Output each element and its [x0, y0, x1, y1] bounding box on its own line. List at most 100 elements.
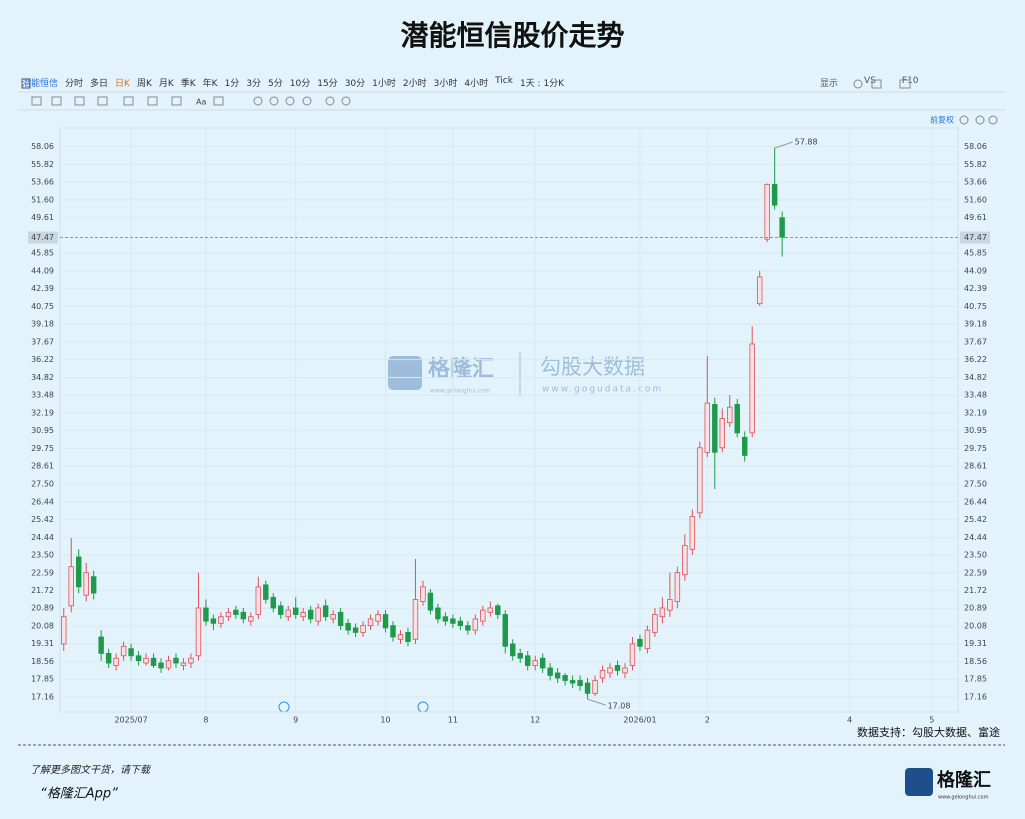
candle-body	[203, 607, 209, 622]
high-annotation: 57.88	[795, 137, 818, 146]
candle-body	[158, 662, 164, 669]
candle-body	[652, 614, 658, 633]
candle-body	[173, 657, 179, 664]
toolbar-item[interactable]: 潜能恒信	[22, 79, 59, 89]
candle-body	[90, 576, 97, 594]
candle-body	[607, 667, 613, 674]
icon	[325, 96, 335, 106]
y-tick-label: 45.85	[31, 249, 54, 258]
icon	[988, 115, 998, 125]
y2-tick-label: 49.61	[964, 213, 987, 222]
candle-body	[322, 605, 329, 618]
high-pointer	[774, 141, 793, 149]
y2-tick-label: 22.59	[964, 568, 987, 577]
candle-body	[412, 599, 419, 640]
toolbar-item[interactable]: 季K	[180, 79, 196, 89]
y-tick-label: 39.18	[31, 320, 54, 329]
candle-body	[195, 607, 202, 657]
x-tick-label: 2025/07	[114, 716, 147, 725]
toolbar-item[interactable]: 1小时	[372, 79, 396, 89]
y-tick-label: 30.95	[31, 426, 54, 435]
candle-body	[637, 638, 643, 647]
candle-body	[562, 675, 568, 681]
icon	[147, 96, 158, 106]
y2-tick-label: 36.22	[964, 355, 987, 364]
toolbar-item[interactable]: 10分	[289, 79, 311, 89]
y-tick-label: 37.67	[31, 337, 54, 346]
toolbar-item[interactable]: 日K	[115, 79, 130, 89]
page-title: 潜能恒信股价走势	[400, 19, 625, 52]
y-tick-label: 51.60	[31, 195, 54, 204]
y-tick-label: 34.82	[31, 373, 54, 382]
icon	[51, 96, 62, 106]
toolbar-item[interactable]: 分时	[65, 79, 84, 89]
candle-body	[330, 614, 336, 620]
y-tick-label: 21.72	[31, 586, 54, 595]
y2-tick-label: 17.16	[964, 693, 987, 702]
candle-body	[779, 217, 785, 238]
icon	[959, 115, 969, 125]
toolbar-item[interactable]: 3分	[246, 79, 262, 89]
y2-tick-label: 17.85	[964, 675, 987, 684]
toolbar-item[interactable]: 年K	[202, 79, 218, 89]
toolbar-item[interactable]: 1天 : 1分K	[519, 79, 565, 89]
y2-tick-label: 51.60	[964, 195, 987, 204]
toolbar-item[interactable]: 月K	[158, 79, 174, 89]
y2-tick-label: 18.56	[964, 657, 987, 666]
candle-body	[756, 276, 763, 305]
icon	[871, 79, 882, 89]
x-tick-label: 9	[293, 716, 298, 725]
candle-body	[233, 609, 239, 615]
candle-body	[667, 599, 673, 611]
y2-tick-label: 29.75	[964, 444, 987, 453]
candle-body	[682, 545, 688, 576]
source: 数据支持：勾股大数据、富途	[857, 725, 1000, 739]
y2-tick-label: 32.19	[964, 408, 987, 417]
watermark-url: www.gelonghui.com	[430, 388, 491, 395]
toolbar-item[interactable]: 15分	[317, 79, 338, 89]
candle-body	[749, 343, 755, 434]
toolbar-item[interactable]: VS	[864, 76, 876, 86]
candle-body	[397, 634, 404, 640]
toolbar-item[interactable]: 3小时	[433, 79, 458, 89]
y2-tick-label: 24.44	[964, 533, 987, 542]
candle-body	[764, 183, 770, 240]
candle-body	[697, 447, 703, 514]
toolbar-item[interactable]: 4小时	[464, 79, 489, 89]
candle-body	[689, 515, 696, 550]
y2-tick-label: 30.95	[964, 426, 987, 435]
candle-body	[704, 402, 711, 453]
y2-tick-label: 26.44	[964, 497, 987, 506]
toolbar-item[interactable]: 周K	[136, 79, 152, 89]
candle-body	[263, 584, 269, 600]
candle-body	[165, 660, 172, 669]
toolbar-item[interactable]: 30分	[344, 79, 366, 89]
toolbar-item[interactable]: 5分	[268, 79, 283, 89]
toolbar-item[interactable]: 多日	[90, 79, 109, 89]
x-tick-label: 4	[847, 716, 852, 725]
candle-body	[293, 607, 299, 615]
toolbar-item[interactable]: 1分	[224, 79, 240, 89]
toolbar-item[interactable]: Tick	[495, 76, 513, 86]
icon	[171, 96, 182, 106]
candle-body	[150, 657, 157, 666]
toolbar-item[interactable]: 2小时	[402, 79, 427, 89]
candle-body	[285, 609, 291, 618]
toolbar-item[interactable]: 显示	[820, 79, 839, 89]
y-tick-label: 18.56	[31, 657, 54, 666]
candle-body	[120, 645, 127, 657]
icon	[975, 115, 985, 125]
y2-tick-label: 45.85	[964, 249, 987, 258]
candle-body	[405, 631, 411, 643]
y2-tick-label: 44.09	[964, 266, 987, 275]
candle-body	[218, 616, 224, 624]
candle-body	[315, 607, 321, 622]
candle-body	[659, 607, 666, 618]
footer-logo-mark	[905, 768, 933, 796]
y2-tick-label: 42.39	[964, 284, 987, 293]
candle-body	[539, 657, 546, 669]
y2-tick-label: 58.06	[964, 142, 987, 151]
icon	[853, 79, 863, 89]
y-tick-label: 55.82	[31, 160, 54, 169]
